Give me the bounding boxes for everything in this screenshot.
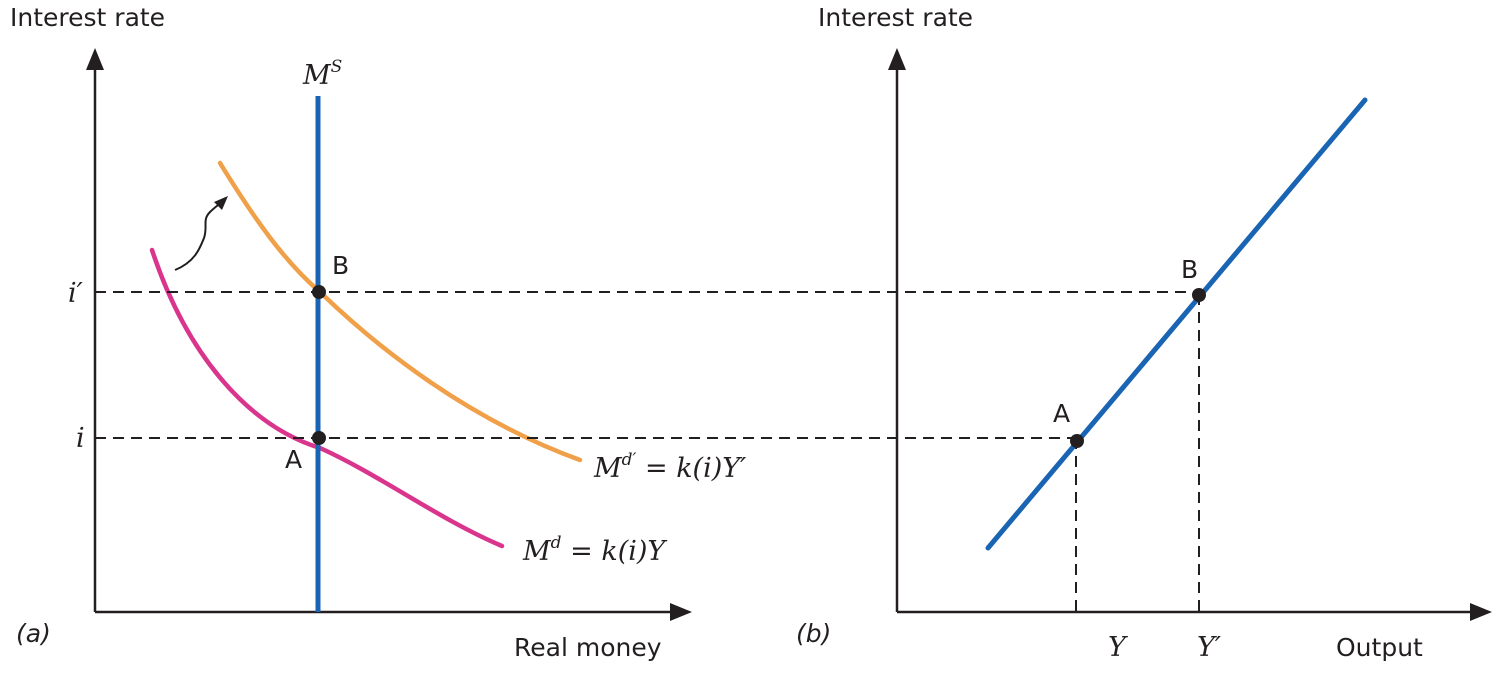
panel-b-tick-y-prime: Y′ — [1197, 632, 1221, 663]
money-demand-label: Md = k(i)Y — [522, 533, 667, 567]
panel-a-x-axis-arrowhead — [670, 603, 692, 621]
lm-curve — [985, 97, 1368, 551]
money-supply-label: MS — [302, 57, 342, 91]
panel-a-y-axis-arrowhead — [86, 48, 104, 70]
panel-a-point-b-label: B — [332, 251, 349, 280]
money-demand-shifted-curve — [217, 160, 583, 463]
panel-b-label: (b) — [796, 619, 831, 648]
panel-b-y-axis-arrowhead — [888, 48, 906, 70]
panel-b-point-b — [1192, 288, 1206, 302]
panel-a-tick-i: i — [76, 423, 85, 454]
panel-a-x-axis-title: Real money — [514, 633, 662, 662]
panel-b-tick-y: Y — [1108, 632, 1128, 663]
demand-shift-arrowhead — [214, 196, 228, 210]
panel-a-point-a-label: A — [285, 445, 302, 474]
money-demand-curve — [149, 247, 505, 549]
panel-a-y-axis-title: Interest rate — [10, 3, 165, 32]
panel-b-point-a-label: A — [1053, 399, 1070, 428]
panel-b-x-axis-title: Output — [1336, 633, 1423, 662]
panel-b: Interest rate Output (b) A B Y Y′ — [796, 3, 1492, 663]
panel-b-point-b-label: B — [1181, 255, 1198, 284]
money-demand-shifted-label: Md′ = k(i)Y′ — [593, 450, 746, 484]
panel-b-point-a — [1070, 434, 1084, 448]
panel-a: Interest rate Real money (a) i′ i A B MS — [10, 3, 746, 662]
panel-a-tick-i-prime: i′ — [68, 278, 83, 309]
demand-shift-arrow — [174, 201, 223, 271]
panel-b-y-axis-title: Interest rate — [818, 3, 973, 32]
panel-b-x-axis-arrowhead — [1470, 603, 1492, 621]
panel-a-label: (a) — [16, 619, 51, 648]
